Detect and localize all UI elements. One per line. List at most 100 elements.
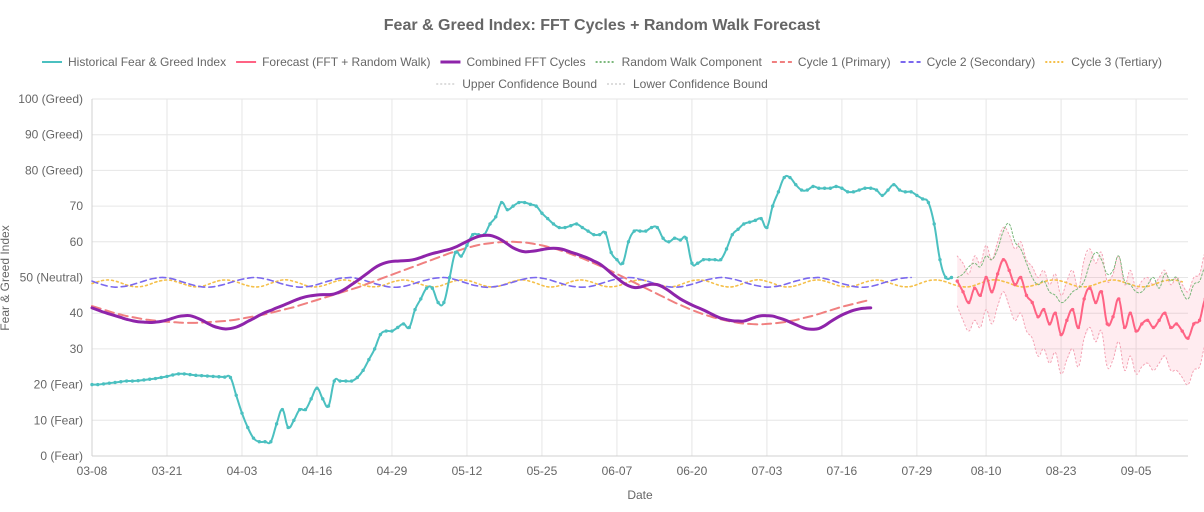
point-historical-fear-greed-index xyxy=(315,386,319,390)
x-tick-label: 06-20 xyxy=(677,464,708,478)
legend-item[interactable]: Forecast (FFT + Random Walk) xyxy=(236,55,430,69)
point-forecast-fft-random-walk xyxy=(1047,322,1052,326)
point-historical-fear-greed-index xyxy=(228,375,233,380)
point-historical-fear-greed-index xyxy=(165,374,169,379)
point-historical-fear-greed-index xyxy=(101,382,106,386)
point-forecast-fft-random-walk xyxy=(1030,300,1034,305)
legend-label: Upper Confidence Bound xyxy=(462,77,597,91)
legend-label: Forecast (FFT + Random Walk) xyxy=(262,55,430,69)
point-historical-fear-greed-index xyxy=(713,257,717,262)
legend-item[interactable]: Historical Fear & Greed Index xyxy=(42,55,226,69)
point-historical-fear-greed-index xyxy=(419,297,423,301)
line-random-walk-component xyxy=(956,222,1204,304)
confidence-band xyxy=(957,227,1204,385)
point-historical-fear-greed-index xyxy=(736,227,740,232)
point-forecast-fft-random-walk xyxy=(990,290,994,294)
legend-label: Cycle 1 (Primary) xyxy=(798,55,891,69)
x-axis: 03-08 03-21 04-03 04-16 04-29 05-12 05-25 06-07… xyxy=(77,464,1152,478)
point-historical-fear-greed-index xyxy=(534,204,538,208)
point-historical-fear-greed-index xyxy=(407,325,411,330)
point-historical-fear-greed-index xyxy=(211,374,215,379)
point-historical-fear-greed-index xyxy=(124,379,129,383)
point-historical-fear-greed-index xyxy=(569,224,573,228)
point-historical-fear-greed-index xyxy=(332,379,336,383)
point-historical-fear-greed-index xyxy=(788,175,792,180)
point-historical-fear-greed-index xyxy=(309,397,313,401)
point-historical-fear-greed-index xyxy=(886,188,890,192)
point-forecast-fft-random-walk xyxy=(961,290,965,294)
point-historical-fear-greed-index xyxy=(153,376,158,381)
point-historical-fear-greed-index xyxy=(770,204,775,208)
point-historical-fear-greed-index xyxy=(724,247,729,251)
point-historical-fear-greed-index xyxy=(730,232,734,237)
line-cycle-2-secondary xyxy=(91,276,912,289)
point-historical-fear-greed-index xyxy=(257,440,261,444)
point-historical-fear-greed-index xyxy=(194,373,198,378)
point-forecast-fft-random-walk xyxy=(1007,268,1011,273)
point-historical-fear-greed-index xyxy=(684,236,688,240)
point-historical-fear-greed-index xyxy=(171,373,175,377)
point-forecast-fft-random-walk xyxy=(1042,307,1046,312)
point-historical-fear-greed-index xyxy=(136,378,140,383)
x-tick-label: 07-16 xyxy=(827,464,858,478)
point-historical-fear-greed-index xyxy=(551,222,556,226)
legend-item[interactable]: Cycle 1 (Primary) xyxy=(771,55,891,69)
legend-item[interactable]: Upper Confidence Bound xyxy=(436,77,597,91)
legend-item[interactable]: Cycle 3 (Tertiary) xyxy=(1045,55,1162,69)
point-forecast-fft-random-walk xyxy=(1128,311,1133,315)
point-historical-fear-greed-index xyxy=(620,261,625,265)
point-historical-fear-greed-index xyxy=(338,379,342,383)
point-historical-fear-greed-index xyxy=(661,236,665,240)
point-historical-fear-greed-index xyxy=(586,229,590,233)
point-historical-fear-greed-index xyxy=(817,186,821,190)
point-forecast-fft-random-walk xyxy=(1174,322,1179,326)
legend-item[interactable]: Lower Confidence Bound xyxy=(607,77,768,91)
point-historical-fear-greed-index xyxy=(851,190,856,194)
point-forecast-fft-random-walk xyxy=(1117,297,1121,301)
point-historical-fear-greed-index xyxy=(430,286,435,290)
legend-item[interactable]: Combined FFT Cycles xyxy=(440,55,586,69)
x-tick-label: 08-10 xyxy=(971,464,1002,478)
point-forecast-fft-random-walk xyxy=(1151,325,1156,330)
legend-item[interactable]: Random Walk Component xyxy=(595,55,763,69)
point-historical-fear-greed-index xyxy=(390,329,394,333)
point-historical-fear-greed-index xyxy=(372,347,377,351)
point-historical-fear-greed-index xyxy=(436,300,440,305)
point-historical-fear-greed-index xyxy=(269,440,273,444)
point-historical-fear-greed-index xyxy=(251,436,256,440)
point-historical-fear-greed-index xyxy=(649,225,654,230)
y-tick-label: 20 (Fear) xyxy=(34,378,83,392)
point-historical-fear-greed-index xyxy=(413,307,417,312)
point-historical-fear-greed-index xyxy=(517,200,521,205)
point-historical-fear-greed-index xyxy=(292,418,296,422)
point-historical-fear-greed-index xyxy=(892,182,896,187)
point-historical-fear-greed-index xyxy=(199,373,204,378)
y-tick-label: 50 (Neutral) xyxy=(20,271,83,285)
point-historical-fear-greed-index xyxy=(361,368,365,373)
point-historical-fear-greed-index xyxy=(909,190,913,194)
point-historical-fear-greed-index xyxy=(499,200,504,205)
legend-label: Random Walk Component xyxy=(622,55,763,69)
point-historical-fear-greed-index xyxy=(857,188,861,192)
point-historical-fear-greed-index xyxy=(920,197,925,201)
series-cycle-2-secondary xyxy=(91,276,912,289)
point-historical-fear-greed-index xyxy=(142,378,146,382)
point-historical-fear-greed-index xyxy=(915,193,919,198)
y-tick-label: 0 (Fear) xyxy=(40,449,83,463)
point-forecast-fft-random-walk xyxy=(1076,325,1081,330)
point-forecast-fft-random-walk xyxy=(972,286,977,290)
line-lower-confidence-bound xyxy=(956,291,1204,386)
point-historical-fear-greed-index xyxy=(678,238,683,242)
point-forecast-fft-random-walk xyxy=(1070,307,1075,312)
legend-label: Combined FFT Cycles xyxy=(466,55,585,69)
legend-item[interactable]: Cycle 2 (Secondary) xyxy=(900,55,1036,69)
x-tick-label: 05-25 xyxy=(527,464,558,478)
point-historical-fear-greed-index xyxy=(615,257,619,262)
point-historical-fear-greed-index xyxy=(107,381,112,385)
point-historical-fear-greed-index xyxy=(246,425,250,430)
point-historical-fear-greed-index xyxy=(840,186,844,190)
y-tick-label: 60 xyxy=(70,235,84,249)
point-historical-fear-greed-index xyxy=(701,257,706,262)
point-historical-fear-greed-index xyxy=(707,257,711,262)
point-historical-fear-greed-index xyxy=(217,375,221,379)
